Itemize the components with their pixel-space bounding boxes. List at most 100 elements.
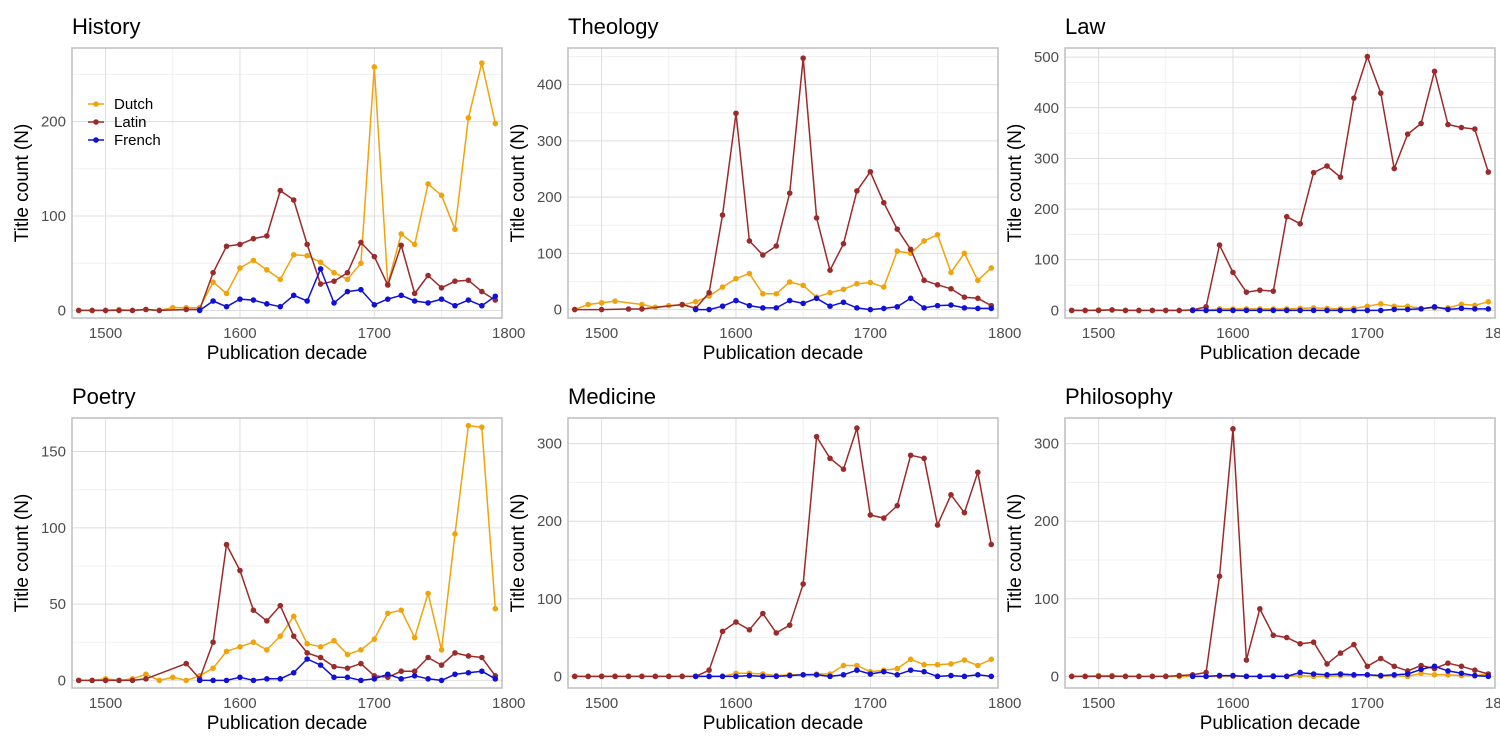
- data-point-dutch: [692, 298, 699, 305]
- data-point-latin: [1337, 650, 1344, 656]
- data-point-french: [948, 302, 954, 308]
- data-point-latin: [1337, 174, 1344, 180]
- data-point-latin: [250, 607, 257, 614]
- data-point-dutch: [948, 269, 954, 276]
- data-point-french: [1243, 307, 1250, 314]
- data-point-latin: [371, 253, 378, 260]
- y-tick-label: 300: [537, 436, 562, 453]
- data-point-dutch: [223, 290, 230, 297]
- data-point-french: [479, 302, 485, 309]
- panel-title: Medicine: [568, 384, 656, 409]
- data-point-latin: [1149, 307, 1156, 314]
- data-point-latin: [1109, 673, 1115, 680]
- y-axis-title: Title count (N): [12, 124, 33, 243]
- data-point-french: [1230, 672, 1236, 679]
- y-tick-label: 400: [1034, 100, 1059, 117]
- data-point-french: [800, 300, 806, 307]
- data-point-dutch: [304, 640, 310, 647]
- data-point-latin: [75, 677, 82, 684]
- data-point-latin: [571, 306, 578, 313]
- data-point-dutch: [223, 648, 230, 655]
- data-point-french: [1351, 307, 1357, 314]
- data-point-french: [196, 677, 203, 684]
- data-point-dutch: [746, 270, 753, 277]
- data-point-latin: [1485, 169, 1492, 175]
- data-point-latin: [1216, 242, 1223, 248]
- data-point-latin: [760, 610, 766, 617]
- data-point-latin: [1364, 53, 1371, 60]
- data-point-latin: [331, 663, 337, 670]
- data-point-latin: [921, 277, 927, 284]
- data-point-french: [1243, 673, 1250, 680]
- data-point-dutch: [210, 665, 216, 671]
- data-point-french: [1445, 306, 1451, 313]
- data-point-latin: [1445, 121, 1451, 128]
- x-tick-label: 1800: [988, 695, 1021, 712]
- data-point-french: [1418, 306, 1424, 312]
- data-point-french: [1203, 673, 1209, 680]
- y-tick-label: 100: [1034, 252, 1059, 269]
- data-point-latin: [1404, 131, 1411, 137]
- data-point-french: [1270, 673, 1277, 680]
- data-point-french: [948, 672, 954, 679]
- data-point-latin: [1324, 163, 1330, 169]
- data-point-french: [1431, 663, 1438, 670]
- x-tick-label: 1500: [585, 325, 618, 342]
- legend-key-point: [93, 119, 99, 125]
- data-point-dutch: [290, 613, 297, 620]
- data-point-latin: [290, 197, 297, 203]
- data-point-french: [692, 673, 699, 680]
- data-point-french: [290, 292, 297, 299]
- data-point-dutch: [398, 231, 405, 237]
- y-tick-label: 500: [1034, 49, 1059, 66]
- data-point-latin: [934, 282, 941, 288]
- data-point-latin: [773, 630, 780, 636]
- data-point-french: [371, 301, 378, 308]
- panel-border: [1064, 417, 1496, 689]
- y-tick-label: 0: [58, 672, 66, 689]
- data-point-latin: [1203, 669, 1209, 676]
- data-point-latin: [277, 602, 284, 609]
- x-axis-title: Publication decade: [1200, 713, 1361, 734]
- x-tick-label: 1700: [854, 325, 887, 342]
- data-point-latin: [1109, 307, 1115, 313]
- data-point-latin: [1445, 660, 1451, 666]
- data-point-latin: [948, 492, 954, 498]
- y-tick-label: 100: [41, 208, 66, 225]
- x-tick-label: 1500: [89, 695, 122, 712]
- data-point-latin: [237, 567, 243, 574]
- data-point-dutch: [867, 279, 874, 286]
- data-point-dutch: [331, 637, 337, 644]
- data-point-french: [975, 672, 981, 678]
- data-point-latin: [317, 281, 324, 287]
- data-point-dutch: [384, 610, 391, 617]
- data-point-dutch: [344, 651, 351, 658]
- data-point-latin: [1176, 307, 1183, 314]
- data-point-latin: [304, 241, 310, 248]
- data-point-latin: [639, 306, 645, 312]
- data-point-french: [1203, 307, 1209, 314]
- data-point-french: [1351, 672, 1357, 678]
- y-axis-title: Title count (N): [12, 494, 33, 613]
- data-point-latin: [411, 290, 418, 297]
- data-point-french: [880, 305, 887, 312]
- data-point-french: [1458, 670, 1465, 677]
- data-point-latin: [1176, 672, 1183, 679]
- data-point-latin: [183, 306, 190, 313]
- panel-title: Law: [1065, 14, 1105, 39]
- data-point-french: [237, 674, 243, 681]
- x-tick-label: 1600: [223, 695, 256, 712]
- y-tick-label: 100: [41, 520, 66, 537]
- data-point-latin: [1324, 661, 1330, 667]
- data-point-latin: [1270, 288, 1277, 294]
- data-point-french: [1377, 672, 1384, 679]
- data-point-latin: [1095, 307, 1102, 314]
- chart-panel-1: 1500 1600 1700 1800 0 100 200 300 400 Theology Pub…: [508, 14, 1021, 364]
- data-point-dutch: [1485, 298, 1492, 305]
- data-point-dutch: [907, 656, 914, 663]
- x-tick-label: 1700: [358, 325, 391, 342]
- data-point-latin: [411, 668, 418, 675]
- data-point-french: [746, 672, 753, 679]
- panel-title: History: [72, 14, 140, 39]
- data-point-latin: [116, 307, 122, 314]
